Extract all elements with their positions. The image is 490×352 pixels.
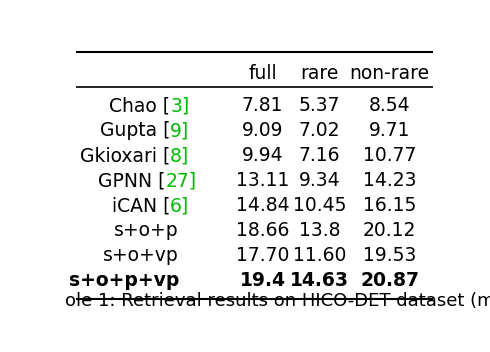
Text: s+o+p+vp: s+o+p+vp [69, 271, 179, 290]
Text: 8.54: 8.54 [369, 96, 411, 115]
Text: Chao [: Chao [ [109, 96, 170, 115]
Text: full: full [248, 64, 277, 83]
Text: 8]: 8] [170, 146, 190, 165]
Text: 17.70: 17.70 [236, 246, 289, 265]
Text: 9.09: 9.09 [242, 121, 283, 140]
Text: 19.53: 19.53 [363, 246, 416, 265]
Text: non-rare: non-rare [350, 64, 430, 83]
Text: s+o+p: s+o+p [114, 221, 179, 240]
Text: s+o+vp: s+o+vp [103, 246, 179, 265]
Text: 20.12: 20.12 [363, 221, 416, 240]
Text: 19.4: 19.4 [240, 271, 286, 290]
Text: rare: rare [300, 64, 339, 83]
Text: Gkioxari [8]: Gkioxari [8] [70, 146, 179, 165]
Text: GPNN [: GPNN [ [98, 171, 166, 190]
Text: 9]: 9] [170, 121, 190, 140]
Text: 3]: 3] [170, 96, 190, 115]
Text: 6]: 6] [170, 196, 190, 215]
Text: 14.84: 14.84 [236, 196, 289, 215]
Text: 13.11: 13.11 [236, 171, 289, 190]
Text: 5.37: 5.37 [299, 96, 340, 115]
Text: Gupta [9]: Gupta [9] [89, 121, 179, 140]
Text: 13.8: 13.8 [299, 221, 340, 240]
Text: 14.23: 14.23 [363, 171, 416, 190]
Text: 7.02: 7.02 [299, 121, 340, 140]
Text: iCAN [6]: iCAN [6] [101, 196, 179, 215]
Text: GPNN [27]: GPNN [27] [80, 171, 179, 190]
Text: Chao [3]: Chao [3] [98, 96, 179, 115]
Text: 9.94: 9.94 [242, 146, 283, 165]
Text: 11.60: 11.60 [293, 246, 346, 265]
Text: Gupta [: Gupta [ [100, 121, 170, 140]
Text: Gkioxari [: Gkioxari [ [80, 146, 170, 165]
Text: 7.16: 7.16 [299, 146, 340, 165]
Text: 7.81: 7.81 [242, 96, 283, 115]
Text: 18.66: 18.66 [236, 221, 289, 240]
Text: 10.77: 10.77 [363, 146, 416, 165]
Text: 9.34: 9.34 [299, 171, 340, 190]
Text: 14.63: 14.63 [290, 271, 349, 290]
Text: 10.45: 10.45 [293, 196, 346, 215]
Text: 16.15: 16.15 [363, 196, 416, 215]
Text: 9.71: 9.71 [369, 121, 411, 140]
Text: 20.87: 20.87 [360, 271, 419, 290]
Text: iCAN [: iCAN [ [112, 196, 170, 215]
Text: ole 1: Retrieval results on HICO-DET dataset (m: ole 1: Retrieval results on HICO-DET dat… [65, 292, 490, 310]
Text: 27]: 27] [166, 171, 197, 190]
